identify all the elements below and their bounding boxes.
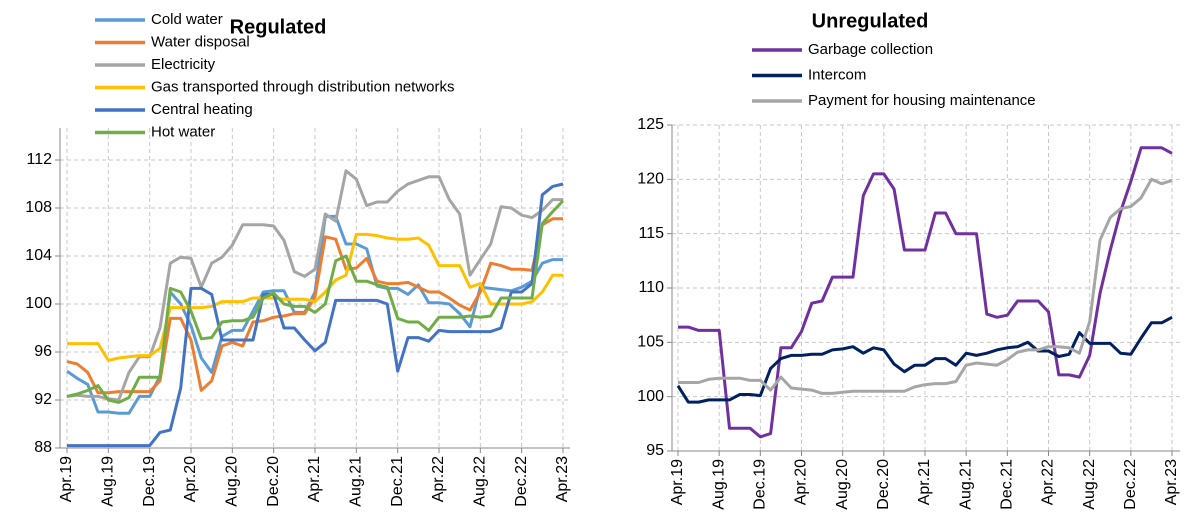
x-tick-label: Aug.21: [348, 456, 365, 507]
x-tick-label: Dec.19: [752, 459, 769, 510]
legend-label: Intercom: [808, 66, 866, 83]
series-line: [678, 177, 1173, 395]
x-tick-label: Apr.22: [1040, 459, 1057, 505]
legend-label: Payment for housing maintenance: [808, 92, 1036, 109]
x-tick-label: Aug.20: [224, 456, 241, 507]
x-tick-label: Dec.22: [1122, 459, 1139, 510]
y-tick-label: 112: [26, 151, 52, 168]
x-tick-label: Dec.20: [265, 456, 282, 507]
y-tick-label: 100: [637, 388, 664, 405]
x-tick-label: Dec.22: [513, 456, 530, 507]
x-tick-label: Apr.20: [182, 456, 199, 502]
x-tick-label: Aug.22: [1081, 459, 1098, 510]
x-tick-label: Aug.19: [710, 459, 727, 510]
legend-label: Gas transported through distribution net…: [151, 78, 455, 95]
x-tick-label: Dec.21: [389, 456, 406, 507]
legend-label: Hot water: [151, 123, 215, 140]
y-tick-label: 120: [637, 171, 664, 188]
x-tick-label: Aug.21: [957, 459, 974, 510]
series-line: [67, 182, 564, 448]
series-line: [67, 232, 563, 362]
x-tick-label: Apr.19: [58, 456, 75, 502]
chart-title: Unregulated: [812, 10, 929, 32]
legend-label: Cold water: [151, 11, 223, 28]
y-tick-label: 96: [34, 343, 52, 360]
y-tick-label: 108: [25, 199, 52, 216]
legend-label: Electricity: [151, 56, 216, 73]
x-tick-label: Aug.20: [834, 459, 851, 510]
y-tick-label: 105: [637, 334, 664, 351]
series-line: [676, 315, 1173, 404]
y-tick-label: 110: [638, 279, 664, 296]
x-tick-label: Dec.21: [999, 459, 1016, 510]
x-tick-label: Apr.21: [306, 456, 323, 502]
x-tick-label: Apr.22: [430, 456, 447, 502]
legend-label: Garbage collection: [808, 41, 933, 58]
y-tick-label: 95: [646, 442, 664, 459]
x-tick-label: Apr.21: [916, 459, 933, 505]
y-tick-label: 104: [25, 247, 52, 264]
x-tick-label: Aug.22: [472, 456, 489, 507]
y-tick-label: 88: [34, 439, 52, 456]
chart-title: Regulated: [230, 16, 327, 38]
y-tick-label: 115: [638, 225, 664, 242]
y-tick-label: 100: [25, 295, 52, 312]
x-tick-label: Dec.19: [141, 456, 158, 507]
legend-label: Water disposal: [151, 33, 250, 50]
x-tick-label: Dec.20: [875, 459, 892, 510]
y-tick-label: 92: [34, 391, 52, 408]
x-tick-label: Apr.23: [554, 456, 571, 502]
x-tick-label: Apr.23: [1163, 459, 1180, 505]
x-tick-label: Apr.20: [793, 459, 810, 505]
series-line: [66, 199, 565, 404]
series-line: [678, 146, 1173, 439]
x-tick-label: Apr.19: [669, 459, 686, 505]
series-line: [66, 217, 563, 395]
y-tick-label: 125: [637, 116, 664, 133]
legend-label: Central heating: [151, 101, 253, 118]
x-tick-label: Aug.19: [100, 456, 117, 507]
